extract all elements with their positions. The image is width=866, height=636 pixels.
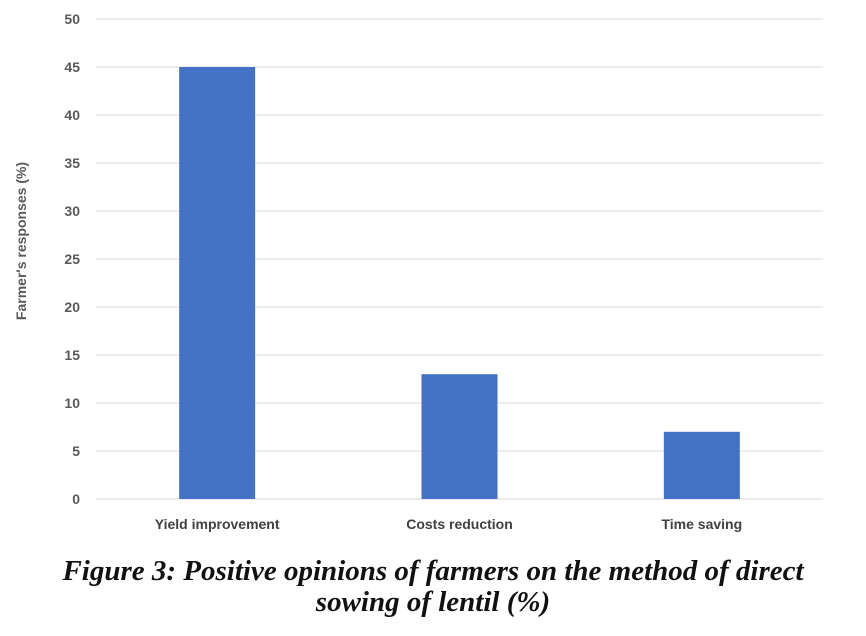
y-tick-label: 35	[64, 155, 80, 171]
x-category-label: Time saving	[661, 516, 742, 532]
y-tick-label: 25	[64, 251, 80, 267]
bar-chart: 0 5 10 15 20 25 30 35 40 45 50 Yield improvement Co…	[13, 11, 823, 532]
y-tick-label: 0	[72, 491, 80, 507]
y-tick-label: 20	[64, 299, 80, 315]
y-tick-label: 30	[64, 203, 80, 219]
x-category-label: Costs reduction	[406, 516, 513, 532]
x-category-label: Yield improvement	[155, 516, 280, 532]
bars	[179, 67, 740, 499]
bar-time-saving	[663, 431, 740, 499]
bar-costs-reduction	[421, 374, 498, 499]
y-tick-label: 50	[64, 11, 80, 27]
caption-line-2: sowing of lentil (%)	[315, 586, 551, 618]
caption-line-1: Figure 3: Positive opinions of farmers o…	[62, 555, 804, 587]
y-tick-label: 5	[72, 443, 80, 459]
y-tick-label: 45	[64, 59, 80, 75]
bar-yield-improvement	[179, 67, 256, 499]
y-tick-label: 40	[64, 107, 80, 123]
y-tick-label: 15	[64, 347, 80, 363]
y-axis-label: Farmer's responses (%)	[13, 162, 29, 320]
y-axis-ticks: 0 5 10 15 20 25 30 35 40 45 50	[64, 11, 80, 507]
y-tick-label: 10	[64, 395, 80, 411]
x-axis-categories: Yield improvement Costs reduction Time sav…	[155, 516, 742, 532]
figure-caption: Figure 3: Positive opinions of farmers o…	[0, 556, 866, 618]
